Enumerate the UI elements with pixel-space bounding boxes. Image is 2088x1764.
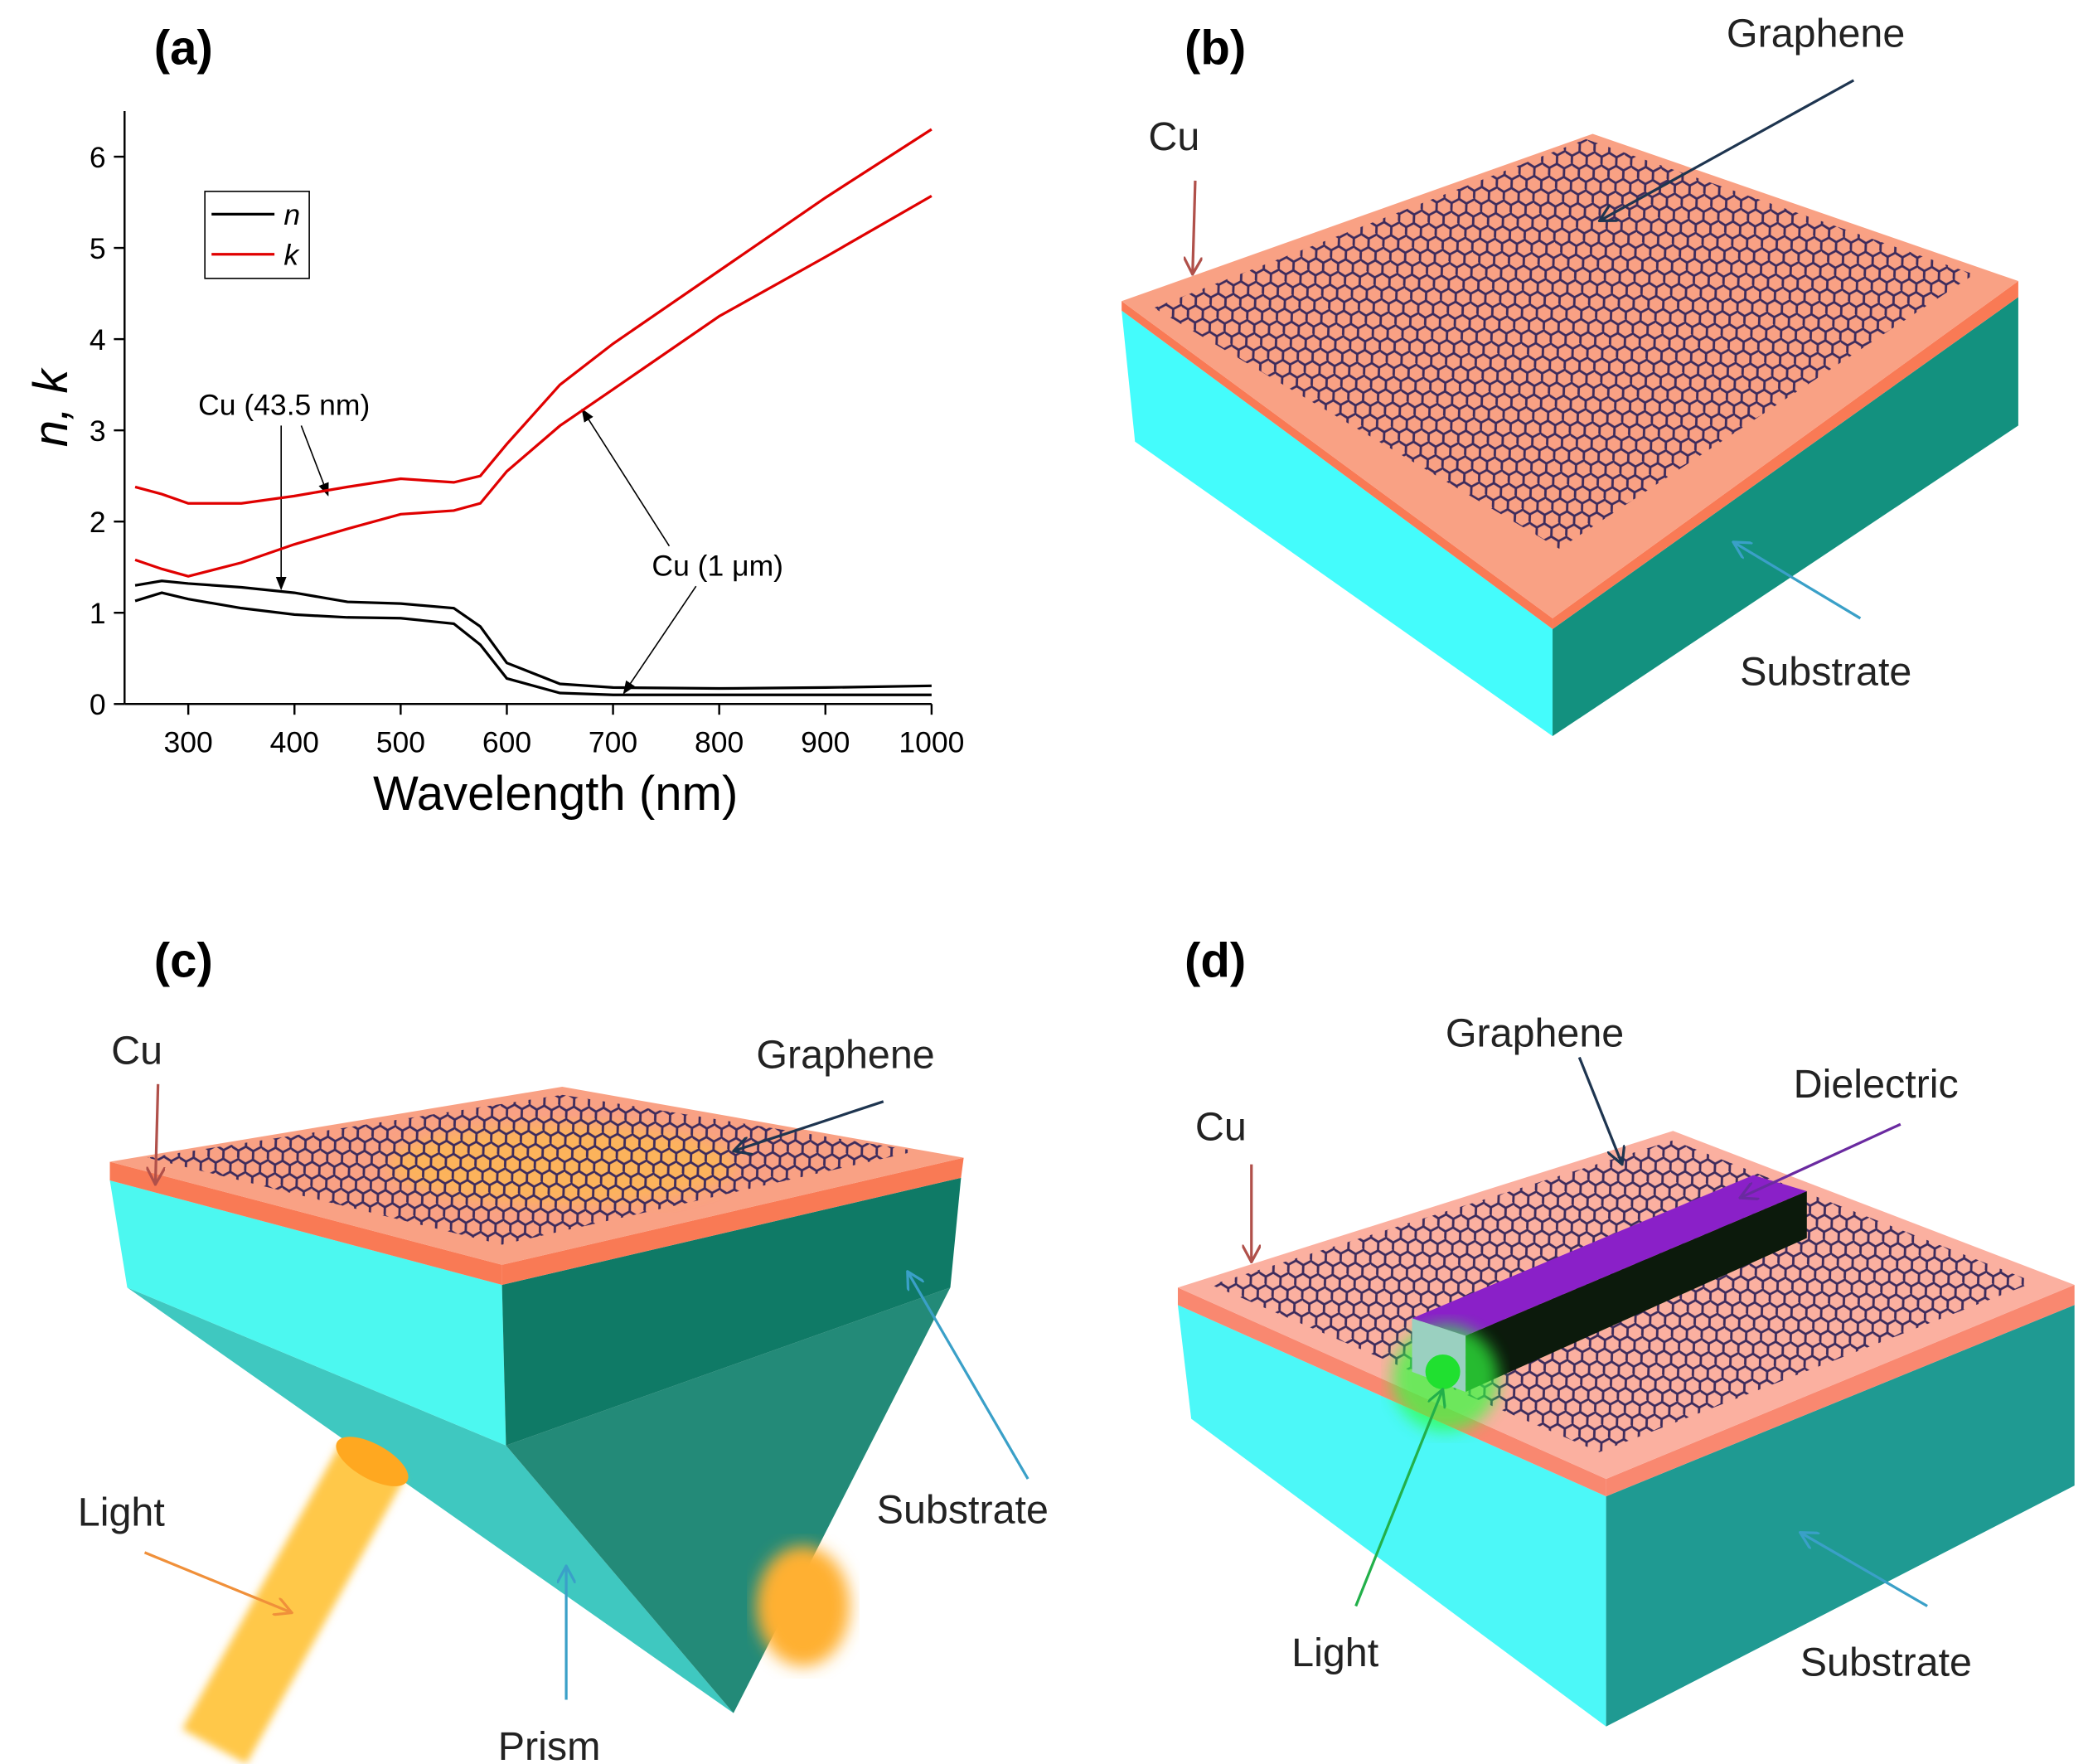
arrow <box>1193 180 1195 274</box>
panel-label: (b) <box>1184 21 1246 75</box>
label: Graphene <box>1727 12 1905 56</box>
panel-label: (c) <box>154 934 213 988</box>
y-tick-label: 0 <box>90 688 106 721</box>
data-line <box>134 579 932 691</box>
x-tick-label: 500 <box>376 725 425 758</box>
arrow <box>1600 79 1855 221</box>
arrow <box>581 408 671 547</box>
x-tick-label: 900 <box>801 725 850 758</box>
panel-label: (a) <box>154 21 213 75</box>
data-line <box>134 591 932 696</box>
cu-edge <box>1606 1284 2075 1497</box>
substrate-face <box>501 1177 962 1446</box>
label: Light <box>1291 1631 1379 1675</box>
prism-face <box>127 1287 734 1713</box>
x-tick-label: 600 <box>482 725 531 758</box>
y-tick-label: 3 <box>90 414 106 448</box>
cu-edge <box>109 1161 502 1285</box>
legend-box <box>204 191 310 279</box>
label: Cu <box>1148 114 1199 159</box>
y-tick-label: 1 <box>90 597 106 630</box>
substrate-face <box>1606 1305 2075 1727</box>
label: Cu <box>111 1029 162 1073</box>
graphene <box>147 1094 918 1245</box>
y-tick-label: 5 <box>90 232 106 265</box>
cu-edge <box>1122 301 1553 629</box>
arrow <box>1577 1056 1622 1165</box>
prism-face <box>506 1287 951 1713</box>
cu-edge <box>1553 281 2018 629</box>
x-tick-label: 700 <box>589 725 637 758</box>
y-tick-label: 4 <box>90 323 106 356</box>
annotation: Cu (43.5 nm) <box>198 389 370 422</box>
legend-label: k <box>283 239 300 272</box>
label: Graphene <box>756 1032 934 1077</box>
x-tick-label: 400 <box>270 725 319 758</box>
x-tick-label: 800 <box>695 725 744 758</box>
light-beam <box>182 1444 405 1764</box>
label: Substrate <box>1740 650 1911 695</box>
substrate-face <box>109 1180 506 1446</box>
arrow <box>734 1100 884 1151</box>
arrow <box>300 425 329 497</box>
label: Prism <box>498 1724 601 1764</box>
dielectric-face <box>1465 1190 1807 1393</box>
reflected-beam <box>756 1545 850 1667</box>
arrow <box>623 585 697 695</box>
x-tick-label: 300 <box>164 725 213 758</box>
x-tick-label: 1000 <box>899 725 964 758</box>
cu-edge <box>1177 1287 1606 1497</box>
arrow <box>155 1083 157 1185</box>
y-tick-label: 6 <box>90 141 106 174</box>
dielectric-top <box>1412 1175 1807 1336</box>
panel-label: (d) <box>1184 934 1246 988</box>
panel-b: (b) Cu Graphene Substrate <box>1122 12 2018 737</box>
label: Dielectric <box>1794 1062 1959 1107</box>
arrow <box>908 1272 1029 1480</box>
chart: (a) Wavelength (nm) n, k Cu (43.5 nm) Cu… <box>24 21 965 820</box>
light-spot <box>1425 1354 1461 1389</box>
data-line <box>134 194 933 578</box>
data-line <box>134 128 933 505</box>
label: Substrate <box>877 1487 1049 1532</box>
arrow <box>143 1551 293 1613</box>
label: Substrate <box>1800 1640 1972 1684</box>
panel-c: (c) Cu Graphene Substrate Light Prism <box>78 934 1049 1764</box>
y-tick-label: 2 <box>90 506 106 539</box>
y-axis-label: n, k <box>24 367 78 448</box>
cu-edge <box>501 1157 964 1285</box>
label: Graphene <box>1446 1011 1624 1056</box>
label: Cu <box>1195 1105 1247 1150</box>
arrow <box>1733 542 1862 620</box>
x-axis-label: Wavelength (nm) <box>373 767 738 821</box>
annotation: Cu (1 μm) <box>652 549 783 582</box>
panel-d: (d) Cu Graphene Dielectric Light Substra… <box>1177 934 2075 1727</box>
light-beam-end <box>336 1437 409 1486</box>
arrow <box>1740 1122 1901 1198</box>
substrate-face <box>1553 297 2018 737</box>
substrate-face <box>1122 310 1553 737</box>
legend-label: n <box>283 198 300 231</box>
graphene <box>1153 138 1974 549</box>
arrow <box>1354 1389 1443 1607</box>
label: Light <box>78 1490 166 1535</box>
arrow <box>1800 1533 1928 1607</box>
